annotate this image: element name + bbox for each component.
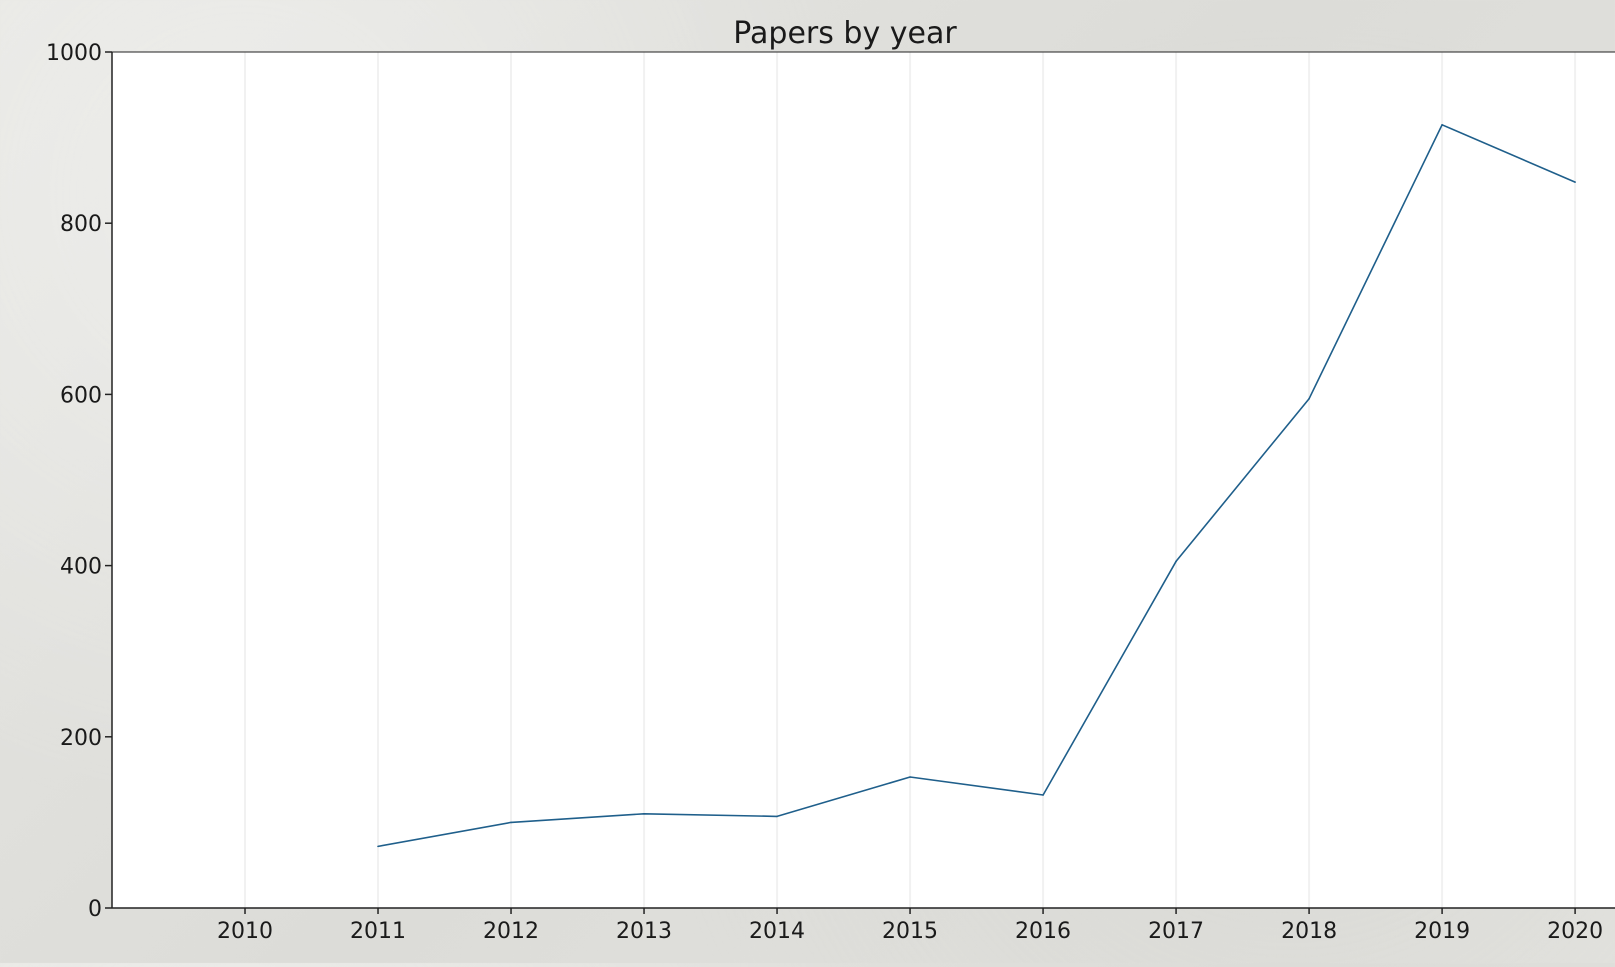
- data-point: [377, 845, 379, 848]
- data-point: [510, 821, 512, 824]
- data-point: [776, 815, 778, 818]
- x-tick-label: 2018: [1281, 919, 1337, 944]
- y-tick-label: 0: [88, 897, 102, 922]
- data-point: [643, 813, 645, 815]
- x-tick-label: 2020: [1547, 919, 1603, 944]
- x-tick-label: 2015: [882, 919, 938, 944]
- chart-title: Papers by year: [733, 16, 957, 51]
- axes: [111, 51, 1615, 909]
- x-tick-label: 2012: [483, 919, 539, 944]
- data-point: [1308, 397, 1310, 400]
- x-tick-label: 2011: [350, 919, 406, 944]
- x-tick-label: 2019: [1414, 919, 1470, 944]
- tick-labels: 2010 2011 2012 2013 2014 2015 2016 2017 2018 2019…: [46, 41, 1603, 944]
- data-point: [1175, 560, 1177, 563]
- x-tick-label: 2014: [749, 919, 805, 944]
- y-tick-label: 1000: [46, 41, 102, 66]
- series: [377, 123, 1576, 848]
- y-tick-label: 200: [60, 726, 102, 751]
- x-tick-label: 2017: [1148, 919, 1204, 944]
- y-tick-label: 600: [60, 383, 102, 408]
- series-line: [377, 124, 1576, 848]
- data-point: [1042, 794, 1044, 796]
- plot-area: [112, 52, 1615, 908]
- grid-lines: [244, 52, 1577, 908]
- data-point: [1441, 123, 1443, 126]
- x-tick-label: 2010: [217, 919, 273, 944]
- y-tick-label: 400: [60, 555, 102, 580]
- x-tick-label: 2013: [616, 919, 672, 944]
- x-tick-label: 2016: [1015, 919, 1071, 944]
- data-point: [1574, 181, 1576, 183]
- data-point: [909, 776, 911, 778]
- y-tick-label: 800: [60, 212, 102, 237]
